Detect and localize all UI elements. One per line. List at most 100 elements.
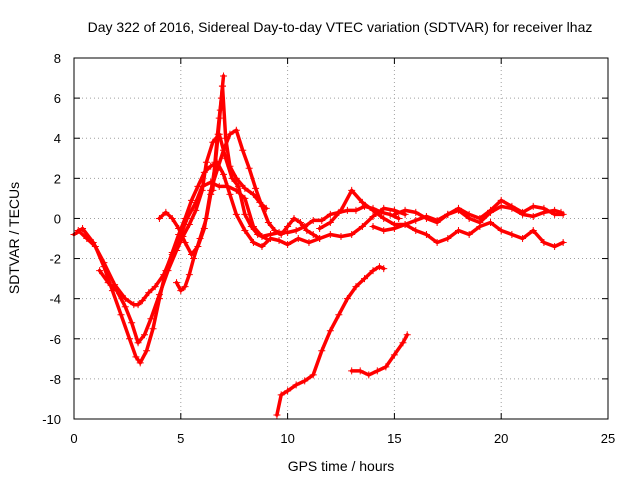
data-point — [390, 224, 398, 232]
data-point — [358, 222, 366, 230]
data-point — [155, 291, 163, 299]
x-tick-label: 20 — [494, 431, 508, 446]
data-point — [100, 263, 108, 271]
data-point — [369, 212, 377, 220]
plot-frame — [73, 57, 609, 420]
y-axis-label: SDTVAR / TECUs — [6, 182, 22, 294]
data-point — [273, 411, 281, 419]
data-point — [369, 206, 377, 214]
data-point — [256, 198, 264, 206]
data-point — [422, 214, 430, 222]
data-point — [337, 206, 345, 214]
data-point — [296, 218, 304, 226]
series-trace — [349, 333, 409, 377]
data-point — [262, 204, 270, 212]
data-point — [292, 381, 300, 389]
data-point — [226, 190, 234, 198]
data-point — [151, 283, 159, 291]
data-point — [508, 230, 516, 238]
data-point — [352, 283, 360, 291]
data-point — [140, 331, 148, 339]
data-point — [284, 228, 292, 236]
data-point — [202, 158, 210, 166]
data-point — [337, 232, 345, 240]
data-point — [249, 190, 257, 198]
series-trace — [72, 180, 401, 307]
data-point — [264, 218, 272, 226]
data-point — [220, 170, 228, 178]
data-point — [104, 279, 112, 287]
data-point — [326, 218, 334, 226]
data-point — [326, 230, 334, 238]
series-arc-j — [273, 263, 388, 419]
data-point — [551, 210, 559, 218]
y-tick-label: 0 — [54, 211, 61, 226]
data-point — [401, 220, 409, 228]
data-point — [241, 184, 249, 192]
data-point — [149, 325, 157, 333]
data-point — [343, 295, 351, 303]
data-point — [173, 279, 181, 287]
data-point — [173, 247, 181, 255]
data-point — [335, 311, 343, 319]
data-point — [96, 267, 104, 275]
data-point — [309, 216, 317, 224]
data-point — [519, 235, 527, 242]
data-point — [220, 72, 228, 80]
data-point — [326, 210, 334, 218]
data-point — [476, 222, 484, 230]
data-point — [164, 267, 172, 275]
data-point — [194, 182, 202, 190]
data-point — [529, 212, 537, 220]
data-point — [380, 265, 388, 273]
series-trace — [76, 160, 407, 365]
data-point — [234, 182, 242, 190]
data-series — [70, 72, 567, 419]
y-tick-label: -4 — [49, 292, 61, 307]
data-point — [305, 239, 313, 247]
data-point — [318, 347, 326, 355]
data-point — [559, 239, 567, 247]
data-point — [239, 146, 247, 154]
x-axis-label: GPS time / hours — [288, 458, 395, 474]
series-trace — [157, 128, 322, 257]
data-point — [185, 271, 193, 279]
data-point — [192, 206, 200, 214]
data-point — [232, 210, 240, 218]
data-point — [211, 158, 219, 166]
data-point — [301, 377, 309, 385]
data-point — [185, 220, 193, 228]
data-point — [375, 263, 383, 271]
y-tick-label: 4 — [54, 131, 61, 146]
data-point — [181, 214, 189, 222]
data-point — [271, 226, 279, 234]
data-point — [226, 162, 234, 170]
data-point — [277, 230, 285, 238]
data-point — [91, 243, 99, 251]
data-point — [352, 206, 360, 214]
data-point — [232, 126, 240, 134]
data-point — [213, 134, 221, 142]
data-point — [487, 206, 495, 214]
grid — [74, 58, 608, 419]
data-point — [187, 196, 195, 204]
data-point — [382, 363, 390, 371]
x-tick-label: 0 — [70, 431, 77, 446]
data-point — [83, 235, 91, 242]
data-point — [207, 190, 215, 198]
data-point — [497, 226, 505, 234]
data-point — [128, 319, 136, 327]
data-point — [143, 347, 151, 355]
data-point — [209, 186, 217, 194]
data-point — [79, 224, 87, 232]
data-point — [326, 327, 334, 335]
data-point — [134, 339, 142, 347]
data-point — [390, 210, 398, 218]
x-tick-label: 15 — [387, 431, 401, 446]
data-point — [277, 391, 285, 399]
data-point — [177, 287, 185, 295]
data-point — [217, 94, 225, 102]
data-point — [162, 208, 170, 216]
data-point — [284, 222, 292, 230]
data-point — [529, 226, 537, 234]
